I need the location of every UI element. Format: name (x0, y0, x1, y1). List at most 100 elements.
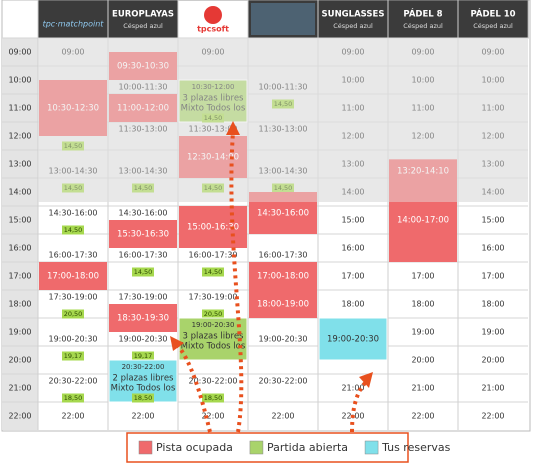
price: 19,17 (134, 352, 153, 360)
price: 14,50 (64, 184, 83, 192)
slot-time: 11:00 (341, 104, 364, 113)
price: 20,50 (204, 310, 223, 318)
price-tag (202, 183, 224, 193)
slot-time: 12:00 (481, 132, 504, 141)
column-header (387, 0, 459, 39)
slot-time: 10:30-12:30 (47, 104, 99, 114)
price-tag (62, 351, 84, 361)
court-surface: Césped azul (123, 22, 163, 30)
slot-time: 17:00 (481, 272, 504, 281)
slot-time: 12:30-14:00 (187, 153, 239, 163)
arrow-head (359, 372, 373, 388)
slot-time: 10:00-11:30 (259, 83, 308, 92)
slot-mine (318, 317, 388, 361)
slot-time: 10:00-11:30 (119, 83, 168, 92)
slot-time: 22:00 (61, 412, 84, 421)
slot-time: 13:00-14:30 (49, 167, 98, 176)
legend-swatch (249, 440, 264, 455)
slot-time: 13:00-14:30 (259, 167, 308, 176)
slot-time: 19:00 (481, 328, 504, 337)
price: 14,50 (64, 226, 83, 234)
slot-time: 16:00 (481, 244, 504, 253)
price: 14,50 (274, 100, 293, 108)
slot-time: 17:00-18:00 (47, 272, 99, 282)
arrow-head (170, 336, 184, 351)
court-name: PÁDEL 10 (470, 8, 515, 20)
slot-time: 20:30-22:00 (189, 377, 238, 386)
price: 14,50 (274, 184, 293, 192)
arrow-busy (176, 344, 212, 433)
slot-time: 19:00 (411, 328, 434, 337)
hour-label: 20:00 (8, 356, 31, 365)
price-tag (202, 393, 224, 403)
slot-time: 10:00 (411, 76, 434, 85)
slot-info: Mixto Todos los (181, 104, 246, 114)
column-header (107, 0, 179, 39)
hour-label: 14:00 (8, 188, 31, 197)
slot-time: 17:00 (411, 272, 434, 281)
slot-time: 17:00-18:00 (257, 272, 309, 282)
slot-time: 17:30-19:00 (49, 293, 98, 302)
slot-time: 16:00-17:30 (189, 251, 238, 260)
price-tag (272, 183, 294, 193)
slot-time: 18:00 (341, 300, 364, 309)
slot-time: 20:30-22:00 (49, 377, 98, 386)
arrow-mine (350, 380, 368, 433)
slot-time: 19:00-20:30 (327, 335, 379, 345)
slot-busy (39, 80, 107, 136)
slot-time: 09:30-10:30 (117, 62, 169, 72)
slot-info: 3 plazas libres (183, 94, 245, 104)
slot-time: 13:00 (341, 160, 364, 169)
slot-info: 2 plazas libres (113, 374, 175, 384)
slot-time: 18:00-19:00 (257, 300, 309, 310)
slot-time: 11:00-12:00 (117, 104, 169, 114)
hour-label: 13:00 (8, 160, 31, 169)
slot-time: 22:00 (411, 412, 434, 421)
slot-time: 21:00 (341, 384, 364, 393)
slot-time: 16:00-17:30 (119, 251, 168, 260)
hour-label: 22:00 (8, 412, 31, 421)
slot-time: 11:00 (481, 104, 504, 113)
slot-time: 20:00 (481, 356, 504, 365)
slot-time: 20:00 (411, 356, 434, 365)
slot-busy (109, 220, 177, 248)
slot-busy (249, 192, 317, 234)
price: 14,50 (204, 114, 223, 122)
price-tag (62, 183, 84, 193)
slot-time: 14:00 (341, 188, 364, 197)
legend-swatch (364, 440, 379, 455)
price: 14,50 (134, 184, 153, 192)
price: 14,50 (204, 184, 223, 192)
slot-info: 3 plazas libres (183, 332, 245, 342)
slot-busy (389, 159, 457, 183)
price-tag (132, 393, 154, 403)
slot-time: 09:00 (341, 48, 364, 57)
price-tag (202, 309, 224, 319)
price: 18,50 (204, 394, 223, 402)
logo: tpc·matchpoint (43, 20, 105, 29)
slot-time: 16:00-17:30 (259, 251, 308, 260)
slot-busy (179, 136, 247, 178)
slot-time: 17:30-19:00 (189, 293, 238, 302)
price-tag (62, 141, 84, 151)
slot-time: 22:00 (131, 412, 154, 421)
slot-time: 17:00 (341, 272, 364, 281)
legend-swatch (138, 440, 153, 455)
slot-time: 19:00-20:30 (259, 335, 308, 344)
slot-time: 15:30-16:30 (117, 230, 169, 240)
hour-label: 17:00 (8, 272, 31, 281)
slot-time: 18:00 (481, 300, 504, 309)
price-tag (132, 267, 154, 277)
price: 19,17 (64, 352, 83, 360)
arrows (170, 121, 373, 433)
logo-icon (204, 6, 222, 24)
slot-time: 14:00 (481, 188, 504, 197)
slot-busy (389, 178, 457, 262)
slot-time: 17:30-19:00 (119, 293, 168, 302)
slot-time: 10:00 (341, 76, 364, 85)
slot-time: 15:00 (481, 216, 504, 225)
hour-label: 18:00 (8, 300, 31, 309)
hour-label: 16:00 (8, 244, 31, 253)
slot-time: 10:30-12:00 (192, 83, 235, 91)
